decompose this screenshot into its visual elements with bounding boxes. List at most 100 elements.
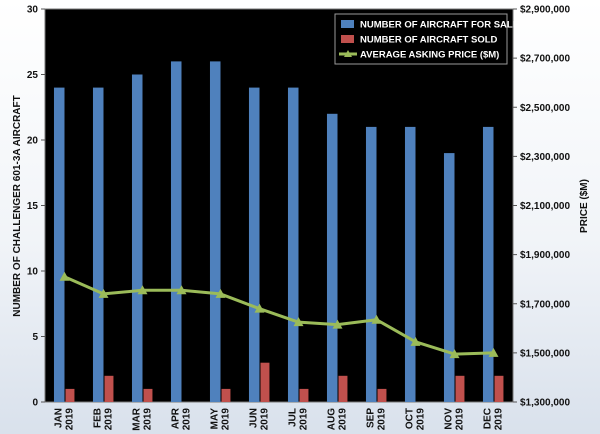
price-point [410,336,421,346]
y2-tick-label: $1,900,000 [520,250,570,261]
bar-for-sale [287,87,299,402]
x-tick-label-line: APR [171,407,182,429]
x-tick-label-line: DEC [483,408,494,429]
x-tick-label-line: OCT [405,408,416,429]
x-axis-ticks: JAN2019 FEB2019 MAR2019 APR2019 MAY2019 JUN20… [54,407,505,431]
legend-label: AVERAGE ASKING PRICE ($M) [360,50,499,61]
y2-tick-label: $2,700,000 [520,54,570,65]
legend-box [334,13,508,65]
x-tick-label-line: AUG [327,408,338,430]
bar-sold [65,388,75,402]
bar-sold [143,388,153,402]
legend-swatch-marker [344,50,352,57]
price-point [137,285,148,295]
x-tick-label-line: 2019 [377,408,388,431]
x-tick-label-line: NOV [444,408,455,430]
bar-for-sale [92,87,104,402]
x-tick-label-line: 2019 [104,408,115,431]
x-tick-label-line: SEP [366,408,377,428]
price-point [332,319,343,329]
x-tick-label-line: 2019 [65,408,76,431]
price-point [488,347,499,357]
price-point [371,314,382,324]
bar-for-sale [248,87,260,402]
bar-sold [104,375,114,402]
x-tick-label: JAN2019 [54,408,76,431]
legend-label: NUMBER OF AIRCRAFT SOLD [360,35,498,46]
x-tick-label-line: MAY [210,408,221,430]
x-tick-label: JUL2019 [288,408,310,431]
y2-tick-label: $2,300,000 [520,152,570,163]
y-tick-label: 25 [27,70,39,81]
price-point [98,288,109,298]
y2-tick-label: $2,500,000 [520,103,570,114]
legend-swatch [341,35,354,43]
bar-for-sale [443,153,455,402]
x-tick-label: MAY2019 [210,408,232,431]
price-point [215,288,226,298]
bar-sold [494,375,504,402]
x-tick-label-line: 2019 [182,408,193,431]
y-tick-label: 10 [27,267,39,278]
y2-tick-label: $2,900,000 [520,5,570,16]
y-tick-label: 30 [27,5,39,16]
y-tick-label: 20 [27,136,39,147]
x-tick-label: AUG2019 [327,408,349,431]
x-tick-label-line: FEB [93,408,104,428]
price-point [293,317,304,327]
chart-legend: NUMBER OF AIRCRAFT FOR SALE NUMBER OF AIR… [334,13,519,65]
bar-for-sale [53,87,65,402]
y-tick-label: 5 [32,332,38,343]
y2-tick-label: $1,500,000 [520,348,570,359]
x-tick-label-line: JUN [249,408,260,428]
legend-label: NUMBER OF AIRCRAFT FOR SALE [360,20,519,31]
bar-for-sale [404,126,416,403]
right-axis-ticks: $1,300,000 $1,500,000 $1,700,000 $1,900,000… [513,5,570,409]
bar-sold [455,375,465,402]
y2-tick-label: $2,100,000 [520,201,570,212]
bar-sold [221,388,231,402]
x-tick-label-line: 2019 [455,408,466,431]
bar-sold [377,388,387,402]
bar-for-sale [209,61,221,403]
bar-sold [260,362,270,402]
x-tick-label-line: 2019 [221,408,232,431]
x-tick-label-line: MAR [132,407,143,431]
x-tick-label-line: 2019 [494,408,505,431]
y2-tick-label: $1,300,000 [520,398,570,409]
x-tick-label-line: 2019 [299,408,310,431]
y-axis-title: NUMBER OF CHALLENGER 601-3A AIRCRAFT [12,95,23,317]
x-tick-label-line: JUL [288,408,299,427]
x-tick-label: MAR2019 [132,407,154,431]
x-tick-label: JUN2019 [249,408,271,431]
bar-for-sale [131,74,143,402]
price-point [176,285,187,295]
x-tick-label-line: 2019 [416,408,427,431]
y2-axis-title: PRICE ($M) [579,179,590,233]
price-point [59,271,70,281]
x-tick-label-line: 2019 [338,408,349,431]
legend-swatch [341,20,354,28]
x-tick-label: SEP2019 [366,408,388,431]
bar-sold [338,375,348,402]
bar-for-sale [365,126,377,403]
plot-background [44,8,514,403]
x-tick-label: APR2019 [171,407,193,430]
x-tick-label-line: 2019 [260,408,271,431]
bar-for-sale [326,113,338,403]
bar-sold [299,388,309,402]
bar-for-sale [482,126,494,403]
y-tick-label: 15 [27,201,39,212]
price-point [449,349,460,359]
x-tick-label: OCT2019 [405,408,427,431]
y2-tick-label: $1,700,000 [520,299,570,310]
x-tick-label-line: 2019 [143,408,154,431]
y-tick-label: 0 [32,398,38,409]
bar-for-sale [170,61,182,403]
price-point [254,303,265,313]
x-tick-label-line: JAN [54,408,65,428]
plot-area [44,8,514,403]
x-tick-label: FEB2019 [93,408,115,431]
